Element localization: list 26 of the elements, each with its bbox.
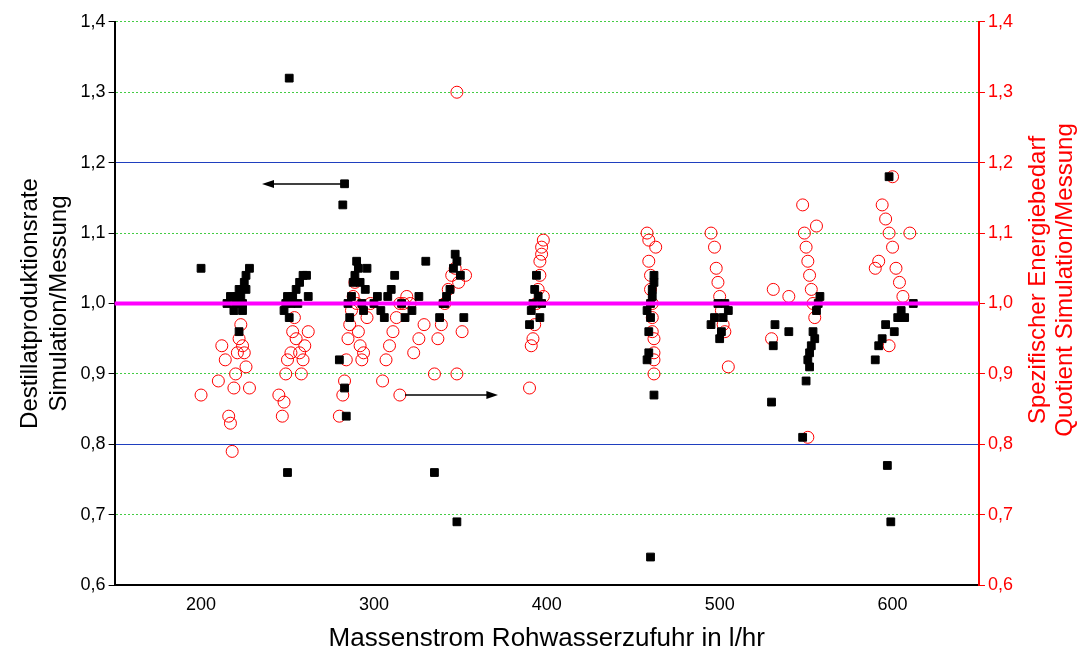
y2-tick-label: 1,2 — [987, 151, 1014, 172]
y-tick-label: 1,1 — [80, 222, 106, 243]
y2-tick-label: 1,3 — [987, 81, 1014, 102]
x-tick-label: 400 — [531, 593, 562, 614]
y-axis-title: Destillatproduktionsrate Simulation/Messung — [15, 178, 71, 429]
y2-axis-title: Spezifischer Energiebedarf Quotient Simulation/Messung — [1023, 123, 1077, 437]
y-tick-label: 1,4 — [80, 10, 106, 31]
y2-tick-label: 1,1 — [987, 222, 1014, 243]
y2-tick-label: 0,6 — [987, 574, 1014, 595]
y-tick-label: 1,0 — [80, 292, 106, 313]
y-tick-label: 1,3 — [80, 81, 106, 102]
y-tick-label: 1,2 — [80, 151, 106, 172]
x-tick-label: 500 — [704, 593, 735, 614]
y2-tick-label: 1,0 — [987, 292, 1014, 313]
y2-tick-label: 1,4 — [987, 10, 1014, 31]
y-tick-label: 0,9 — [80, 362, 106, 383]
y-tick-label: 0,8 — [80, 433, 106, 454]
x-axis-title: Massenstrom Rohwasserzufuhr in l/hr — [328, 621, 766, 652]
x-tick-label: 300 — [358, 593, 389, 614]
y2-tick-label: 0,7 — [987, 503, 1014, 524]
y2-tick-label: 0,9 — [987, 362, 1014, 383]
y-tick-label: 0,6 — [80, 574, 106, 595]
y2-tick-label: 0,8 — [987, 433, 1014, 454]
x-tick-label: 600 — [877, 593, 908, 614]
x-tick-label: 200 — [186, 593, 217, 614]
y-tick-label: 0,7 — [80, 503, 106, 524]
